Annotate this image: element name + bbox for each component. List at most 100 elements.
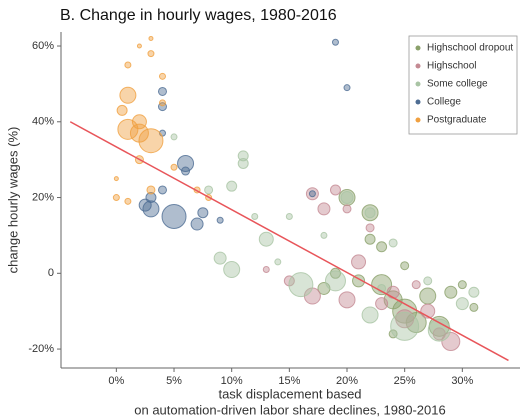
bubble [342,204,352,214]
bubble [432,327,446,341]
bubble [258,231,274,247]
bubble [351,254,367,270]
y-tick-label: 0 [48,267,54,279]
bubble [468,286,480,298]
bubble [158,72,166,80]
bubble [427,318,451,342]
bubble [317,202,331,216]
bubble [455,297,469,311]
legend-label: College [427,97,461,108]
legend-label: Highschool [427,61,476,72]
bubble [170,133,178,141]
bubble [226,180,238,192]
bubble [274,258,282,266]
bubble [320,231,328,239]
legend-marker [415,117,421,123]
bubble [170,163,178,171]
x-tick-label: 30% [451,375,473,387]
legend-marker [415,45,421,51]
chart-title: B. Change in hourly wages, 1980-2016 [60,7,337,24]
bubble [441,331,461,351]
bubble [331,38,339,46]
bubble [157,185,167,195]
bubble [288,272,314,298]
bubble [285,212,293,220]
bubble [216,216,224,224]
legend-marker [415,99,421,105]
bubble [308,190,316,198]
bubble [324,270,346,292]
bubble [158,99,166,107]
bubble [361,204,379,222]
bubble [112,194,120,202]
bubble [305,187,319,201]
bubble [329,184,341,196]
y-tick-label: 60% [32,40,54,52]
bubble [457,280,467,290]
bubble [119,86,137,104]
x-axis-title: on automation-driven labor share decline… [134,402,445,417]
legend-box [408,35,518,135]
legend-label: Some college [427,79,488,90]
bubble [411,280,421,290]
bubble [395,309,415,329]
x-tick-label: 20% [336,375,358,387]
bubble [390,311,420,341]
bubble [444,285,458,299]
bubble [146,185,156,195]
bubble [405,312,427,334]
bubble [338,291,356,309]
bubble [213,251,227,265]
bubble [237,150,249,162]
bubble [116,104,128,116]
bubble [364,233,376,245]
bubble [364,207,376,219]
bubble [469,302,479,312]
bubble [147,50,155,58]
x-tick-label: 5% [166,375,182,387]
legend-marker [415,81,421,87]
bubble [124,197,132,205]
x-axis-title: task displacement based [218,386,361,401]
bubble [190,217,204,231]
y-axis-title: change hourly wages (%) [5,127,20,274]
y-tick-label: -20% [28,343,54,355]
bubble [161,203,187,229]
x-tick-label: 10% [221,375,243,387]
bubble [181,166,191,176]
bubble [148,35,154,41]
bubble [388,238,398,248]
bubble [340,191,354,205]
bubble [157,86,167,96]
bubble [124,61,132,69]
x-tick-label: 0% [108,375,124,387]
bubble [375,297,389,311]
bubble [365,223,375,233]
legend-label: Highschool dropout [427,43,513,54]
y-tick-label: 20% [32,191,54,203]
fit-line [69,121,509,362]
bubble [142,200,160,218]
bubble [177,154,195,172]
bubble [197,207,209,219]
bubble [376,241,388,253]
bubble [262,266,270,274]
bubble [400,261,410,271]
bubble [361,306,379,324]
bubble [113,176,119,182]
bubble [138,128,164,154]
bubble [223,261,241,279]
bubble [131,114,147,130]
bubble [136,43,142,49]
legend-marker [415,63,421,69]
bubble [237,157,249,169]
x-tick-label: 25% [394,375,416,387]
bubble [343,84,351,92]
bubble [386,285,400,299]
bubble [145,192,157,204]
legend-label: Postgraduate [427,115,487,126]
y-tick-label: 40% [32,116,54,128]
bubble [419,287,437,305]
x-tick-label: 15% [278,375,300,387]
